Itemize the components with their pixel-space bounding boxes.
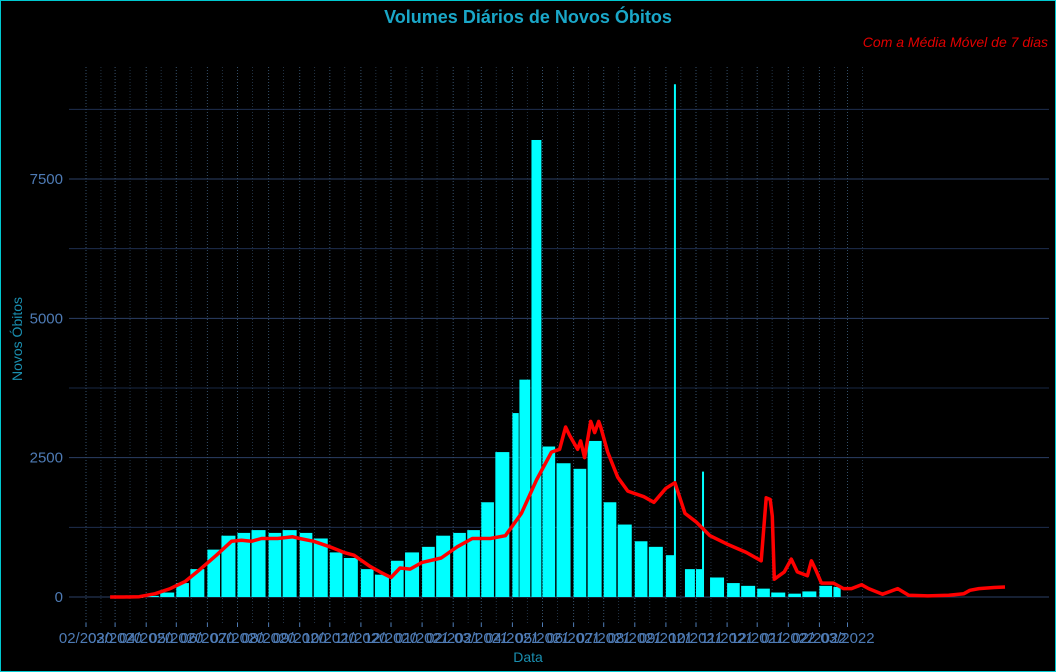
bar	[556, 463, 571, 597]
x-tick-label: 07/2021	[577, 630, 631, 647]
x-tick-label: 05/2020	[149, 630, 203, 647]
x-tick-label: 11/2021	[701, 630, 754, 647]
x-tick-label: 04/2020	[119, 630, 173, 647]
bar	[617, 524, 632, 597]
moving-average-line	[110, 419, 1006, 599]
x-tick-label: 07/2020	[210, 630, 264, 647]
x-tick-label: 01/2022	[761, 630, 815, 647]
x-tick-label: 01/2021	[395, 630, 449, 647]
x-tick-label: 04/2021	[485, 630, 539, 647]
bar	[542, 446, 556, 597]
bar	[519, 379, 531, 597]
x-tick-label: 05/2021	[515, 630, 569, 647]
y-tick-label: 2500	[30, 450, 63, 467]
y-tick-label: 0	[55, 589, 63, 606]
y-axis-label: Novos Óbitos	[9, 296, 25, 382]
bar	[673, 84, 676, 597]
bar	[360, 569, 374, 597]
bar	[665, 555, 675, 597]
bar	[603, 502, 617, 597]
bar	[481, 502, 494, 597]
bar	[512, 413, 519, 597]
x-tick-label: 09/2020	[273, 630, 327, 647]
bar	[531, 139, 542, 597]
x-tick-label: 09/2021	[639, 630, 693, 647]
x-tick-label: 10/2020	[303, 630, 357, 647]
x-tick-label: 02/2022	[792, 630, 846, 647]
bar	[329, 552, 343, 597]
bar	[160, 592, 175, 597]
bar	[343, 557, 358, 597]
bar	[771, 592, 786, 597]
bar	[436, 535, 451, 597]
x-tick-label: 11/2020	[334, 630, 387, 647]
bars-series	[129, 84, 841, 598]
x-tick-label: 03/2022	[820, 630, 874, 647]
x-tick-label: 10/2021	[669, 630, 723, 647]
bar	[634, 541, 648, 597]
bar	[587, 440, 602, 597]
bar	[833, 586, 841, 597]
moving-average-series	[110, 419, 1006, 599]
bar	[696, 569, 703, 597]
bar	[405, 552, 420, 597]
bar	[802, 591, 817, 597]
bar	[648, 546, 663, 597]
grid-lines	[69, 67, 1049, 623]
bar	[788, 593, 801, 597]
bar	[684, 569, 695, 597]
x-tick-label: 03/2020	[88, 630, 142, 647]
bar	[282, 530, 297, 597]
bar	[741, 585, 756, 597]
bar	[268, 532, 282, 597]
chart-title: Volumes Diários de Novos Óbitos	[384, 7, 672, 27]
bar	[374, 574, 389, 597]
bar	[467, 530, 480, 597]
x-tick-label: 02/2020	[59, 630, 113, 647]
bar	[176, 583, 189, 597]
x-tick-label: 06/2020	[180, 630, 234, 647]
bar	[757, 588, 770, 597]
x-tick-label: 08/2020	[241, 630, 295, 647]
x-axis-label: Data	[513, 649, 543, 665]
bar	[727, 583, 740, 597]
bar	[313, 538, 328, 597]
x-tick-label: 08/2021	[608, 630, 662, 647]
x-tick-label: 12/2020	[364, 630, 418, 647]
bar	[221, 535, 236, 597]
x-tick-label: 03/2021	[454, 630, 508, 647]
bar	[391, 560, 404, 597]
bar	[299, 532, 313, 597]
bar	[819, 585, 833, 597]
chart-subtitle: Com a Média Móvel de 7 dias	[862, 34, 1048, 50]
x-tick-label: 06/2021	[546, 630, 600, 647]
bar	[495, 452, 510, 597]
bar	[146, 595, 159, 597]
y-tick-label: 7500	[30, 171, 63, 188]
x-tick-label: 02/2021	[426, 630, 480, 647]
y-axis-ticks: 0 2500 5000 7500	[30, 171, 63, 606]
x-axis-ticks: 02/202003/202004/202005/202006/202007/20…	[59, 623, 875, 647]
y-tick-label: 5000	[30, 310, 63, 327]
bar	[251, 530, 266, 597]
bar	[422, 546, 435, 597]
x-tick-label: 12/2021	[730, 630, 784, 647]
bar	[237, 532, 251, 597]
bar	[702, 471, 705, 597]
bar	[573, 468, 587, 597]
bar	[710, 577, 725, 597]
